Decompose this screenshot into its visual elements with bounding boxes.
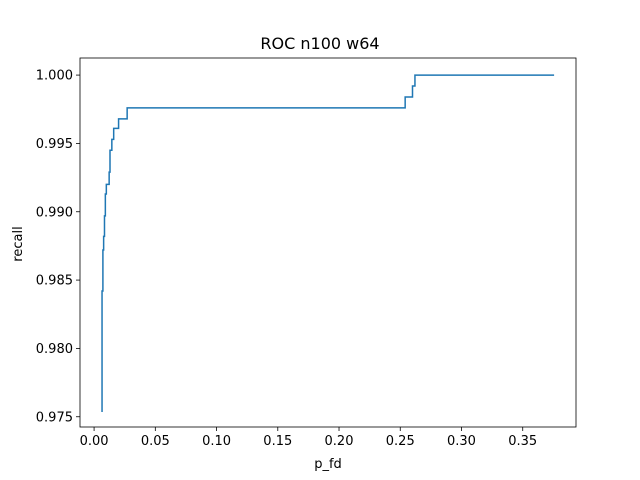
axes-frame bbox=[79, 57, 577, 428]
plot-area bbox=[79, 57, 577, 428]
x-tick-label: 0.25 bbox=[386, 434, 415, 449]
y-tick-label: 0.995 bbox=[36, 137, 73, 152]
roc-series-line bbox=[101, 74, 555, 413]
y-axis-ticks: 0.975 0.980 0.985 0.990 0.995 1.000 bbox=[36, 69, 80, 425]
x-tick-label: 0.05 bbox=[141, 434, 170, 449]
y-tick-label: 0.980 bbox=[36, 342, 73, 357]
x-tick-label: 0.30 bbox=[447, 434, 476, 449]
x-axis-ticks: 0.00 0.05 0.10 0.15 0.20 0.25 0.30 0.35 bbox=[80, 427, 537, 449]
y-tick-label: 0.985 bbox=[36, 274, 73, 289]
y-tick-label: 1.000 bbox=[36, 69, 73, 84]
x-tick-label: 0.15 bbox=[263, 434, 292, 449]
x-tick-label: 0.20 bbox=[325, 434, 354, 449]
y-tick-label: 0.990 bbox=[36, 205, 73, 220]
y-axis-label: recall bbox=[11, 226, 26, 261]
chart-title: ROC n100 w64 bbox=[260, 34, 379, 53]
x-axis-label: p_fd bbox=[314, 457, 342, 472]
x-tick-label: 0.35 bbox=[508, 434, 537, 449]
x-tick-label: 0.10 bbox=[202, 434, 231, 449]
x-tick-label: 0.00 bbox=[80, 434, 109, 449]
y-tick-label: 0.975 bbox=[36, 410, 73, 425]
